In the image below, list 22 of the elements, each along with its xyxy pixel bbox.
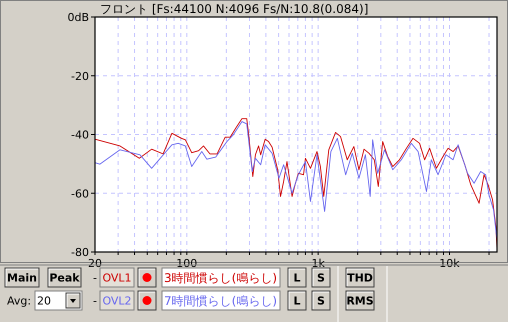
text: 3時間慣らし(鳴らし): [164, 271, 277, 285]
chart-title: フロント [Fs:44100 N:4096 Fs/N:10.8(0.084)]: [100, 2, 368, 16]
text: 20: [37, 294, 51, 308]
y-tick-label: -20: [71, 70, 89, 83]
text: OVL2: [102, 294, 132, 308]
text: OVL1: [102, 272, 132, 284]
text: RMS: [346, 294, 374, 308]
text: S: [317, 272, 326, 284]
text: Peak: [49, 272, 80, 284]
text: THD: [347, 272, 373, 284]
text: Avg:: [6, 294, 32, 308]
text: S: [317, 294, 326, 308]
y-tick-label: -80: [71, 246, 89, 259]
y-tick-label: -60: [71, 187, 89, 200]
text: -: [93, 294, 98, 308]
text: L: [293, 272, 301, 284]
y-tick-label: -40: [71, 128, 89, 142]
text: L: [293, 294, 301, 308]
text: 7時間慣らし(鳴らし): [164, 294, 277, 308]
text: Main: [7, 272, 37, 284]
y-tick-label: 0dB: [67, 11, 89, 24]
text: -: [93, 272, 98, 284]
